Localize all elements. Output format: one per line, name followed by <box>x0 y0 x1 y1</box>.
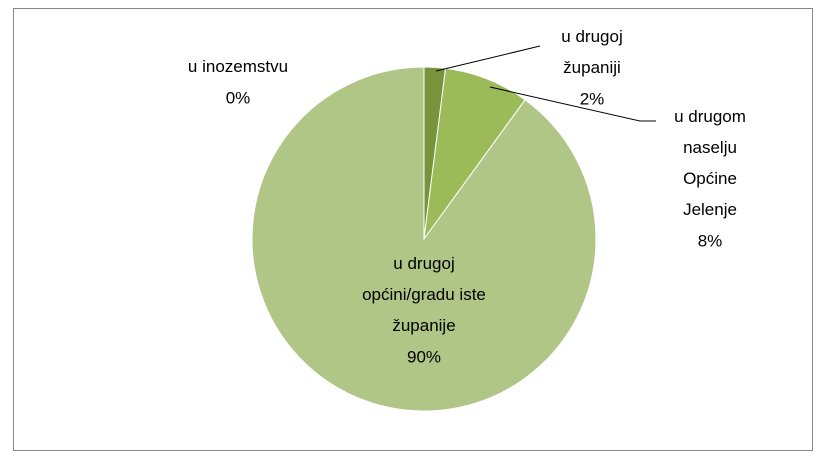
data-label-value: 8% <box>698 231 723 250</box>
label-line: županiji <box>563 58 621 77</box>
data-label-value: 2% <box>580 89 605 108</box>
data-label-value: 90% <box>407 347 441 366</box>
label-line: Općine <box>683 169 737 188</box>
leader-line <box>435 45 541 72</box>
data-label-name: u drugom naselju Općine Jelenje <box>674 107 746 219</box>
leader-line <box>489 86 656 122</box>
label-line: općini/gradu iste <box>362 285 486 304</box>
label-line: županije <box>392 316 455 335</box>
label-line: u drugom <box>674 107 746 126</box>
label-line: u inozemstvu <box>188 57 288 76</box>
pie-slice <box>251 66 597 412</box>
label-line: u drugoj <box>393 254 454 273</box>
label-line: u drugoj <box>561 27 622 46</box>
data-label-name: u drugoj općini/gradu iste županije <box>362 254 486 335</box>
data-label-name: u drugoj županiji <box>561 27 622 77</box>
label-line: naselju <box>683 138 737 157</box>
data-label-value: 0% <box>226 88 251 107</box>
data-label-name: u inozemstvu <box>188 57 288 76</box>
label-line: Jelenje <box>683 200 737 219</box>
